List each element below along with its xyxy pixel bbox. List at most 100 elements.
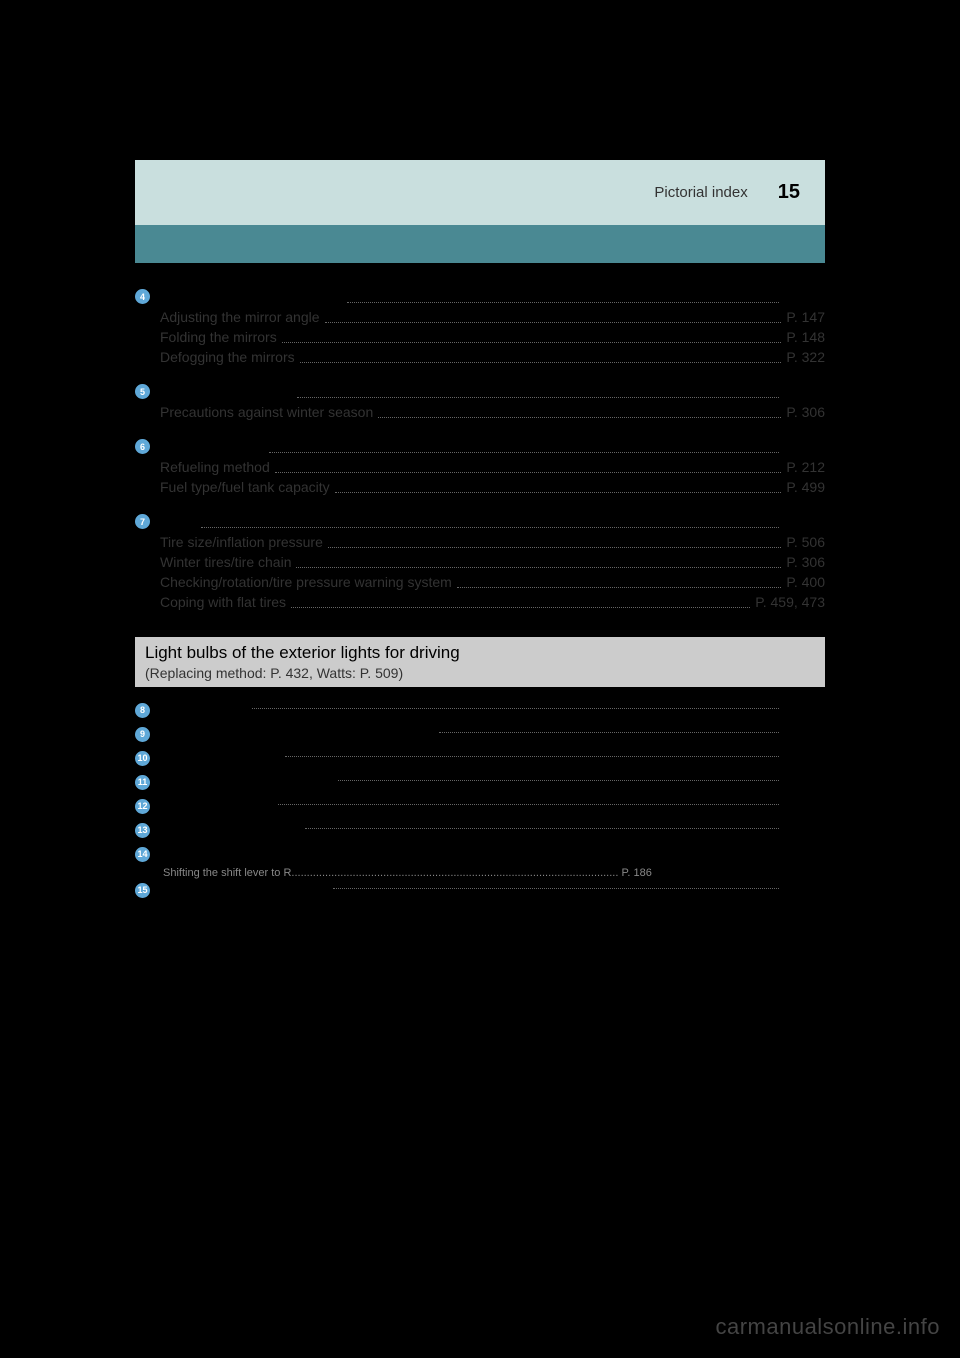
- dotted-leader: [305, 828, 779, 829]
- entry-page-ref: P. 205: [784, 381, 825, 402]
- light-entry-page-ref: P. 197: [784, 798, 825, 815]
- entry-page-ref: P. 212: [784, 436, 825, 457]
- light-entry-page-ref: P. 193: [784, 882, 825, 899]
- number-bullet-icon: 5: [135, 384, 150, 399]
- entry-title: Fuel filler door: [160, 436, 264, 457]
- sub-entry-page-ref: P. 148: [786, 327, 825, 347]
- sub-entry-label: Precautions against winter season: [160, 402, 373, 422]
- number-bullet-icon: 15: [135, 883, 150, 898]
- entry-content: Windshield wipersP. 205Precautions again…: [160, 381, 825, 422]
- sub-entry-label: Folding the mirrors: [160, 327, 277, 347]
- main-entry: 7TiresP. 400Tire size/inflation pressure…: [135, 511, 825, 612]
- sub-entry-page-ref: P. 306: [786, 402, 825, 422]
- light-entry-row: 14 Back-up lights: [135, 843, 825, 865]
- dotted-leader: [328, 547, 781, 548]
- dotted-leader: [335, 492, 782, 493]
- entry-title-line: Fuel filler door P. 212: [160, 436, 825, 457]
- sub-entry-page-ref: P. 459, 473: [755, 592, 825, 612]
- light-entry-label: Front turn signal lights: [170, 774, 333, 791]
- light-entry-row: 9 Parking lights/daytime running lights P.…: [135, 723, 825, 745]
- entry-title: Tires: [160, 511, 196, 532]
- sub-entry-page-ref: P. 306: [786, 552, 825, 572]
- callout-title: Light bulbs of the exterior lights for d…: [145, 642, 815, 664]
- page-number: 15: [778, 181, 800, 204]
- page-container: Pictorial index 15 4 Outside rear view mi…: [135, 160, 825, 903]
- entry-title: Outside rear view mirrors: [160, 286, 342, 307]
- sub-entry-label: Fuel type/fuel tank capacity: [160, 477, 330, 497]
- sub-entry-label: Adjusting the mirror angle: [160, 307, 320, 327]
- dotted-leader: [325, 322, 782, 323]
- light-entry-label: Back-up lights: [170, 846, 273, 863]
- number-bullet-icon: 7: [135, 514, 150, 529]
- entry-content: TiresP. 400Tire size/inflation pressureP…: [160, 511, 825, 612]
- main-entry: 6Fuel filler doorP. 212Refueling methodP…: [135, 436, 825, 497]
- number-bullet-icon: 14: [135, 847, 150, 862]
- light-entry-page-ref: P. 204: [784, 750, 825, 767]
- sub-entry-line: Defogging the mirrorsP. 322: [160, 347, 825, 367]
- dotted-leader: [333, 888, 778, 889]
- sub-entry-label: Winter tires/tire chain: [160, 552, 291, 572]
- light-entry-label: Parking lights/daytime running lights: [170, 726, 434, 743]
- sub-entry-line: Precautions against winter season P. 306: [160, 402, 825, 422]
- content-area: 4 Outside rear view mirrorsP. 147Adjustin…: [135, 263, 825, 901]
- light-entry-label: Stop/tail lights: [170, 798, 273, 815]
- light-entry-row: 12Stop/tail lights P. 197: [135, 795, 825, 817]
- light-entry-left: 10 Front fog lights: [135, 750, 280, 767]
- number-bullet-icon: 9: [135, 727, 150, 742]
- light-entry-left: 9 Parking lights/daytime running lights: [135, 726, 434, 743]
- sub-entry-line: Folding the mirrors P. 148: [160, 327, 825, 347]
- callout-subtitle: (Replacing method: P. 432, Watts: P. 509…: [145, 664, 815, 682]
- sub-entry-line: Coping with flat tires P. 459, 473: [160, 592, 825, 612]
- light-entry-left: 12Stop/tail lights: [135, 798, 273, 815]
- section-title: Pictorial index: [654, 184, 747, 201]
- entry-title-line: Windshield wipersP. 205: [160, 381, 825, 402]
- dotted-leader: [252, 708, 779, 709]
- number-bullet-icon: 11: [135, 775, 150, 790]
- dotted-leader: [439, 732, 778, 733]
- dotted-leader: [201, 527, 779, 528]
- sub-entry-line: Adjusting the mirror angleP. 147: [160, 307, 825, 327]
- sub-entry-page-ref: P. 322: [786, 347, 825, 367]
- sub-entry-line: Refueling method P. 212: [160, 457, 825, 477]
- sub-entry-label: Coping with flat tires: [160, 592, 286, 612]
- dotted-leader: [291, 607, 750, 608]
- lights-list: 8 Headlights P. 197 9 Parking lights/daytime…: [135, 699, 825, 901]
- light-entry-row: 10 Front fog lights P. 204: [135, 747, 825, 769]
- number-bullet-icon: 10: [135, 751, 150, 766]
- header-teal-bar: [135, 225, 825, 263]
- dotted-leader: [282, 342, 782, 343]
- dotted-leader: [278, 804, 778, 805]
- light-entry-left: 13Side marker lights: [135, 822, 300, 839]
- dotted-leader: [275, 472, 782, 473]
- header-pale-bar: Pictorial index 15: [135, 160, 825, 225]
- main-entry: 5 Windshield wipersP. 205Precautions agai…: [135, 381, 825, 422]
- light-entry-label: Headlights: [170, 702, 247, 719]
- light-entry-row: 8HeadlightsP. 197: [135, 699, 825, 721]
- dotted-leader: [297, 397, 779, 398]
- light-entry-row: 13Side marker lights P. 197: [135, 819, 825, 841]
- sub-entry-page-ref: P. 499: [786, 477, 825, 497]
- sub-entry-line: Winter tires/tire chain P. 306: [160, 552, 825, 572]
- entry-title-line: Outside rear view mirrorsP. 147: [160, 286, 825, 307]
- light-entry-label: Front fog lights: [170, 750, 280, 767]
- sub-entry-label: Checking/rotation/tire pressure warning …: [160, 572, 452, 592]
- number-bullet-icon: 8: [135, 703, 150, 718]
- light-entry-footnote: Shifting the shift lever to R...........…: [135, 867, 825, 879]
- callout-box: Light bulbs of the exterior lights for d…: [135, 637, 825, 687]
- dotted-leader: [296, 567, 781, 568]
- dotted-leader: [269, 452, 778, 453]
- light-entry-label: Rear turn signal lights: [170, 882, 328, 899]
- sub-entry-page-ref: P. 400: [786, 572, 825, 592]
- number-bullet-icon: 4: [135, 289, 150, 304]
- dotted-leader: [347, 302, 779, 303]
- light-entry-left: 14 Back-up lights: [135, 846, 273, 863]
- sub-entry-page-ref: P. 212: [786, 457, 825, 477]
- sub-entry-label: Refueling method: [160, 457, 270, 477]
- number-bullet-icon: 13: [135, 823, 150, 838]
- light-entry-page-ref: P. 197: [784, 822, 825, 839]
- light-entry-page-ref: P. 197: [784, 726, 825, 743]
- light-entry-left: 11 Front turn signal lights: [135, 774, 333, 791]
- main-entry: 4 Outside rear view mirrorsP. 147Adjustin…: [135, 286, 825, 367]
- dotted-leader: [378, 417, 781, 418]
- entry-content: Outside rear view mirrorsP. 147Adjusting…: [160, 286, 825, 367]
